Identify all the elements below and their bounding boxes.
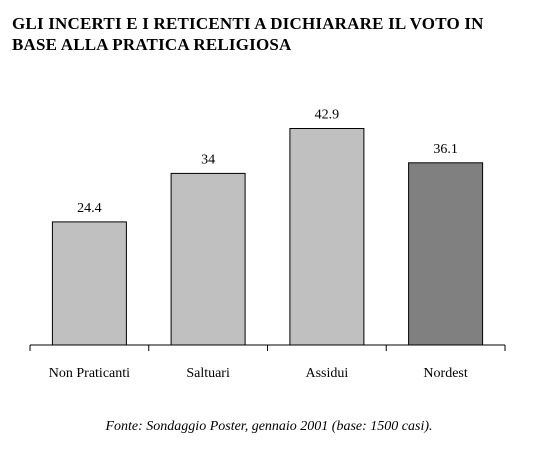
source-note: Fonte: Sondaggio Poster, gennaio 2001 (b… (105, 419, 433, 434)
bar-1 (170, 172, 246, 346)
bar-0 (51, 221, 127, 346)
bar-2 (289, 128, 365, 346)
category-label-2: Assidui (306, 366, 349, 381)
category-label-0: Non Praticanti (49, 366, 130, 381)
chart-title: GLI INCERTI E I RETICENTI A DICHIARARE I… (12, 13, 532, 55)
bar-3 (408, 162, 484, 346)
category-label-1: Saltuari (186, 366, 230, 381)
chart-title-line-2: BASE ALLA PRATICA RELIGIOSA (12, 35, 292, 54)
data-label-2: 42.9 (315, 108, 340, 123)
data-label-0: 24.4 (77, 201, 102, 216)
category-label-3: Nordest (423, 366, 467, 381)
chart-title-line-1: GLI INCERTI E I RETICENTI A DICHIARARE I… (12, 14, 484, 33)
data-label-3: 36.1 (433, 142, 458, 157)
data-label-1: 34 (201, 152, 215, 167)
